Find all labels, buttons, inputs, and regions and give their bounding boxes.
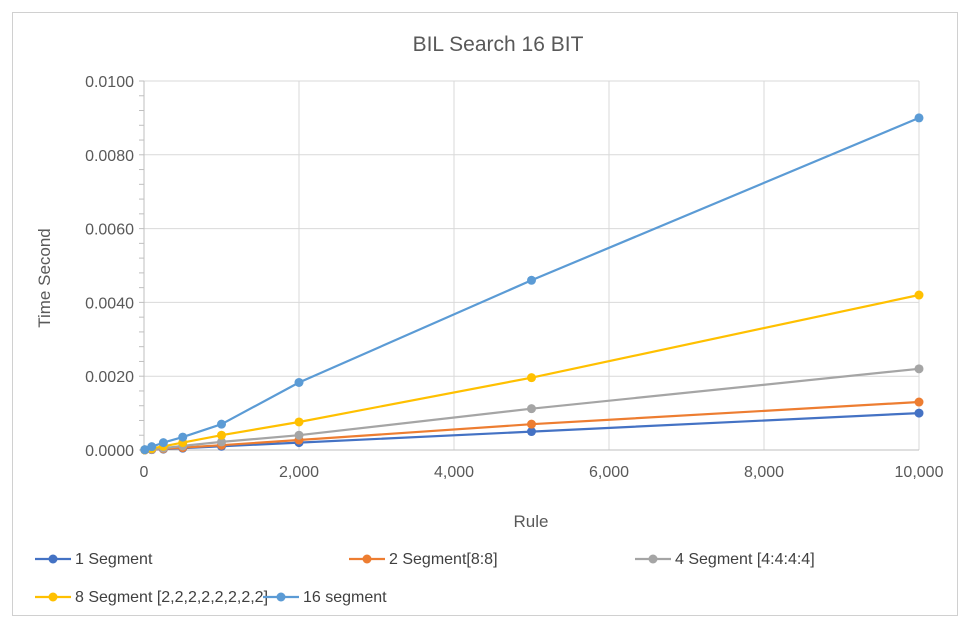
legend-label: 2 Segment[8:8] bbox=[389, 551, 498, 568]
legend-swatch-marker bbox=[362, 554, 372, 564]
legend-swatch-marker bbox=[48, 592, 58, 602]
legend-label: 1 Segment bbox=[75, 551, 153, 568]
chart-svg: BIL Search 16 BIT 0.00000.00200.00400.00… bbox=[35, 33, 944, 606]
series-5 bbox=[140, 113, 924, 455]
data-point bbox=[217, 437, 226, 447]
data-point bbox=[914, 290, 924, 300]
y-tick-label: 0.0000 bbox=[85, 443, 134, 460]
legend-swatch-marker bbox=[276, 592, 286, 602]
y-tick-label: 0.0080 bbox=[85, 148, 134, 165]
legend-item: 2 Segment[8:8] bbox=[349, 551, 498, 568]
legend: 1 Segment 2 Segment[8:8] 4 Segment [4:4:4:… bbox=[35, 551, 815, 606]
legend-swatch-marker bbox=[48, 554, 58, 564]
legend-label: 16 segment bbox=[303, 589, 387, 606]
legend-item: 4 Segment [4:4:4:4] bbox=[635, 551, 815, 568]
data-point bbox=[294, 430, 304, 440]
gridlines bbox=[144, 80, 920, 450]
data-point bbox=[217, 419, 226, 429]
data-point bbox=[527, 404, 536, 414]
x-tick-label: 10,000 bbox=[895, 464, 944, 481]
x-tick-label: 2,000 bbox=[279, 464, 319, 481]
data-point bbox=[527, 373, 536, 383]
legend-item: 8 Segment [2,2,2,2,2,2,2,2] bbox=[35, 589, 268, 606]
data-point bbox=[178, 432, 188, 442]
data-point bbox=[527, 427, 536, 437]
data-point bbox=[914, 408, 924, 418]
data-point bbox=[914, 397, 924, 407]
data-point bbox=[294, 377, 304, 387]
data-point bbox=[147, 442, 157, 452]
legend-label: 4 Segment [4:4:4:4] bbox=[675, 551, 815, 568]
x-tick-label: 0 bbox=[140, 464, 149, 481]
x-axis-label: Rule bbox=[514, 512, 549, 531]
axes bbox=[139, 80, 919, 451]
data-point bbox=[294, 417, 304, 427]
data-point bbox=[140, 445, 150, 455]
x-tick-label: 4,000 bbox=[434, 464, 474, 481]
legend-swatch-marker bbox=[648, 554, 658, 564]
x-tick-label: 8,000 bbox=[744, 464, 784, 481]
legend-item: 1 Segment bbox=[35, 551, 153, 568]
data-point bbox=[158, 438, 168, 448]
x-tick-label: 6,000 bbox=[589, 464, 629, 481]
chart-title: BIL Search 16 BIT bbox=[413, 33, 584, 56]
x-tick-labels: 0 2,000 4,000 6,000 8,000 10,000 bbox=[140, 464, 944, 481]
data-point bbox=[914, 113, 924, 123]
data-point bbox=[527, 419, 536, 429]
y-tick-label: 0.0100 bbox=[85, 74, 134, 91]
legend-label: 8 Segment [2,2,2,2,2,2,2,2] bbox=[75, 589, 268, 606]
data-point bbox=[914, 364, 924, 374]
chart-frame: BIL Search 16 BIT 0.0000 0.0020 0.0040 0.00… bbox=[12, 12, 958, 616]
series-1 bbox=[140, 408, 924, 455]
series-lines bbox=[140, 113, 924, 455]
y-tick-labels: 0.0000 0.0020 0.0040 0.0060 0.0080 0.0100 bbox=[85, 74, 134, 460]
y-axis-label: Time Second bbox=[35, 228, 54, 328]
y-tick-label: 0.0020 bbox=[85, 369, 134, 386]
legend-item: 16 segment bbox=[263, 589, 387, 606]
y-tick-label: 0.0040 bbox=[85, 295, 134, 312]
y-tick-label: 0.0060 bbox=[85, 222, 134, 239]
data-point bbox=[527, 275, 536, 285]
data-point bbox=[217, 430, 226, 440]
